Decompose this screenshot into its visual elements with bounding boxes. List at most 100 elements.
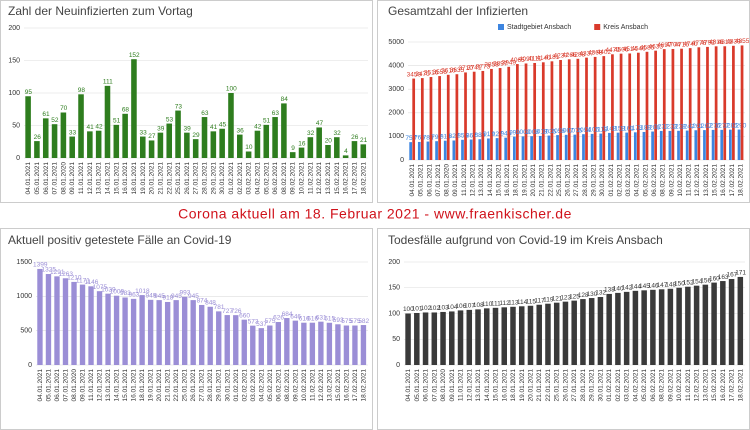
bar [616,132,620,160]
x-tick-label: 09.02.2021 [290,162,297,195]
value-label: 797 [431,134,442,141]
value-label: 10 [245,144,253,151]
value-label: 945 [171,293,182,300]
value-label: 152 [683,279,694,286]
x-tick-label: 19.01.2021 [148,369,155,402]
bar [457,310,464,365]
value-label: 1277 [715,123,730,130]
value-label: 575 [265,318,276,325]
bar [654,50,657,160]
bar [435,141,438,160]
x-tick-label: 26.01.2021 [190,369,197,402]
bar [449,311,455,365]
value-label: 1173 [628,125,642,132]
x-tick-label: 15.02.2021 [335,369,342,402]
bar [466,309,473,365]
bar [95,130,102,158]
value-label: 148 [665,281,676,288]
bar [351,141,358,158]
bar [131,59,137,159]
bar [571,300,577,365]
bar [703,130,706,160]
value-label: 684 [282,311,293,318]
x-tick-label: 12.02.2021 [694,369,701,402]
bar [464,72,467,160]
bar [298,147,305,158]
value-label: 3450 [407,71,422,78]
bar [628,53,632,160]
x-tick-label: 13.01.2021 [96,162,103,195]
x-tick-label: 10.02.2021 [676,369,683,402]
bar [156,300,162,365]
bar [737,276,744,365]
bar [166,123,173,158]
x-tick-label: 20.01.2021 [149,162,156,195]
x-tick-label: 06.02.2021 [650,369,657,402]
value-label: 84 [281,96,289,103]
x-tick-label: 26.01.2021 [184,162,191,195]
x-tick-label: 03.02.2021 [625,164,632,197]
x-tick-label: 06.01.2021 [54,369,61,402]
x-tick-label: 06.02.2021 [275,369,282,402]
value-label: 946 [500,130,511,137]
value-label: 1158 [611,125,625,132]
value-label: 1231 [654,124,669,131]
x-tick-label: 25.01.2021 [556,164,563,197]
value-label: 3710 [458,65,473,72]
bar [469,139,473,160]
bar [309,322,316,365]
value-label: 36 [236,127,244,134]
bar [728,278,735,365]
value-label: 1210 [67,275,82,282]
bar [564,134,568,160]
x-tick-label: 18.01.2021 [510,369,517,402]
x-tick-label: 03.02.2021 [624,369,631,402]
bar [96,291,103,365]
bar [201,117,208,158]
bar [711,129,715,160]
legend-swatch [594,24,601,30]
bar [582,134,585,160]
value-label: 1008 [525,129,540,136]
value-label: 63 [272,110,280,117]
value-label: 1161 [620,125,634,132]
value-label: 1267 [697,123,712,130]
value-label: 103 [438,305,449,312]
value-label: 111 [491,301,501,308]
bar [490,68,493,160]
value-label: 101 [412,306,423,313]
value-label: 4065 [510,57,525,64]
bar [475,309,481,365]
value-label: 171 [735,270,746,277]
x-tick-label: 04.01.2021 [409,164,416,197]
y-tick-label: 0 [396,362,400,369]
bar [342,155,349,158]
y-tick-label: 0 [400,157,404,164]
value-label: 983 [120,290,131,297]
x-tick-label: 28.01.2021 [580,369,587,402]
x-tick-label: 07.01.2021 [431,369,438,402]
y-tick-label: 5000 [388,39,404,46]
value-label: 132 [595,290,606,297]
bar [316,127,322,158]
value-label: 61 [42,111,50,118]
x-tick-label: 04.01.2021 [37,369,44,402]
value-label: 144 [630,284,641,291]
value-label: 102 [420,305,431,312]
value-label: 1261 [689,123,704,130]
bar [228,93,234,158]
bar [659,130,663,160]
bar [37,268,43,365]
x-tick-label: 22.01.2021 [166,162,173,195]
value-label: 1171 [76,277,90,284]
value-label: 4633 [649,43,664,50]
panel-frame [0,0,373,203]
bar [250,325,256,365]
bar [714,46,718,160]
x-tick-label: 04.02.2021 [634,164,641,197]
bar [216,311,222,365]
value-label: 4506 [614,46,629,53]
value-label: 4337 [579,50,594,57]
x-tick-label: 11.01.2021 [88,369,95,401]
bar [599,133,603,160]
